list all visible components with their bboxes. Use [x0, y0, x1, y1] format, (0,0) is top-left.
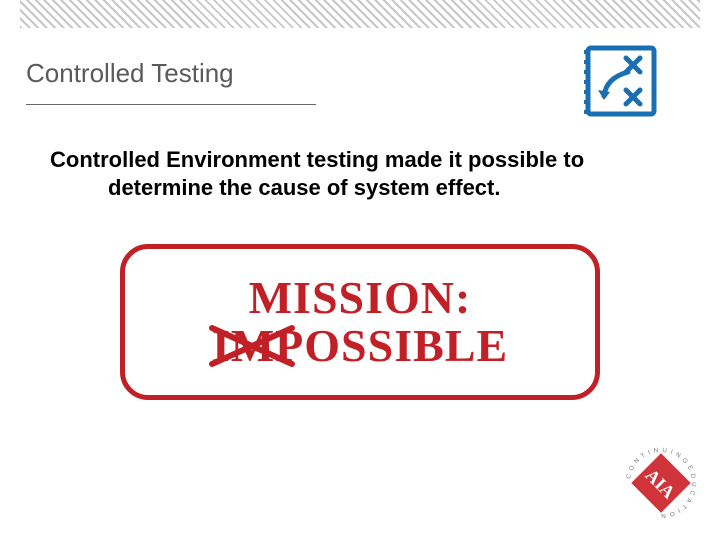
aia-logo-icon: AIA C O N T I N U I N G E D U C A T I O …	[622, 444, 700, 522]
body-paragraph: Controlled Environment testing made it p…	[50, 146, 670, 201]
mission-subtitle: IMPOSSIBLE	[212, 320, 508, 371]
title-underline	[26, 104, 316, 105]
body-line-1: Controlled Environment testing made it p…	[50, 146, 670, 174]
slide-title: Controlled Testing	[26, 58, 234, 89]
mission-box: MISSION: IMPOSSIBLE	[120, 244, 600, 400]
header-hatch-bar	[20, 0, 700, 28]
body-line-2: determine the cause of system effect.	[108, 174, 670, 202]
mission-title: MISSION:	[249, 274, 472, 322]
strategy-board-icon	[582, 42, 660, 120]
mission-subtitle-wrap: IMPOSSIBLE	[212, 322, 508, 370]
slide-container: Controlled Testing Controlled Environmen…	[0, 0, 720, 540]
